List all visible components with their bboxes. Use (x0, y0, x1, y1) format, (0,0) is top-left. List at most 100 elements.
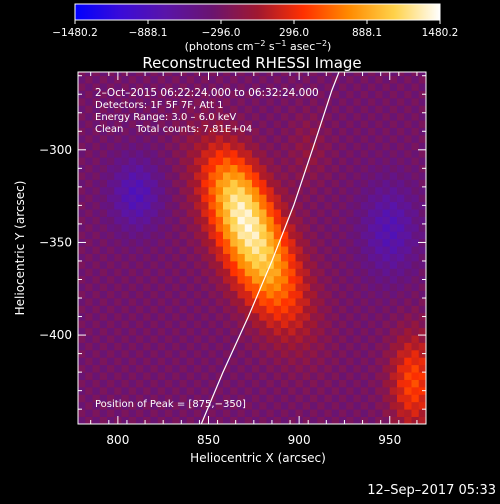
heatmap-cell (353, 335, 362, 343)
heatmap-cell (411, 372, 420, 380)
heatmap-cell (230, 186, 238, 195)
heatmap-cell (382, 164, 391, 173)
heatmap-cell (353, 298, 362, 306)
heatmap-cell (186, 320, 195, 329)
heatmap-cell (157, 364, 166, 373)
heatmap-cell (368, 172, 376, 180)
heatmap-cell (346, 149, 354, 158)
colorbar-tick-label: −296.0 (202, 27, 241, 39)
heatmap-cell (295, 268, 304, 277)
heatmap-cell (136, 127, 144, 136)
heatmap-cell (85, 149, 93, 158)
heatmap-cell (346, 72, 354, 77)
heatmap-cell (237, 246, 246, 254)
heatmap-cell (85, 349, 93, 358)
heatmap-cell (201, 142, 209, 151)
heatmap-cell (179, 164, 188, 173)
heatmap-cell (368, 97, 376, 106)
heatmap-cell (237, 127, 246, 136)
heatmap-cell (121, 320, 130, 329)
heatmap-cell (259, 134, 267, 143)
heatmap-cell (223, 342, 231, 351)
heatmap-cell (107, 320, 115, 329)
heatmap-cell (186, 90, 195, 99)
heatmap-cell (404, 112, 412, 121)
heatmap-cell (194, 268, 202, 277)
heatmap-cell (288, 209, 296, 217)
heatmap-cell (353, 275, 362, 284)
heatmap-cell (208, 283, 217, 292)
heatmap-cell (215, 283, 224, 292)
heatmap-cell (418, 320, 426, 329)
heatmap-cell (92, 216, 101, 225)
heatmap-cell (266, 194, 275, 203)
heatmap-cell (389, 379, 398, 388)
heatmap-cell (266, 349, 275, 358)
heatmap-cell (382, 201, 391, 210)
heatmap-cell (136, 142, 144, 151)
heatmap-cell (295, 172, 304, 180)
heatmap-cell (237, 194, 246, 203)
heatmap-cell (85, 342, 93, 351)
heatmap-cell (295, 312, 304, 321)
heatmap-cell (244, 172, 253, 180)
heatmap-cell (128, 112, 137, 121)
heatmap-cell (179, 172, 188, 180)
heatmap-cell (375, 379, 383, 388)
heatmap-cell (179, 223, 188, 232)
heatmap-cell (237, 357, 246, 366)
heatmap-cell (266, 186, 275, 195)
heatmap-cell (237, 238, 246, 247)
heatmap-cell (411, 75, 420, 84)
heatmap-cell (136, 275, 144, 284)
heatmap-cell (368, 364, 376, 373)
heatmap-cell (223, 401, 231, 410)
heatmap-cell (208, 157, 217, 166)
heatmap-cell (368, 120, 376, 128)
heatmap-cell (165, 253, 173, 262)
heatmap-cell (230, 72, 238, 77)
heatmap-cell (281, 172, 289, 180)
heatmap-cell (360, 112, 369, 121)
heatmap-cell (368, 268, 376, 277)
heatmap-cell (411, 97, 420, 106)
heatmap-cell (273, 186, 282, 195)
heatmap-cell (208, 105, 217, 114)
heatmap-cell (375, 253, 383, 262)
heatmap-cell (288, 416, 296, 424)
heatmap-cell (223, 194, 231, 203)
heatmap-cell (302, 409, 311, 417)
heatmap-cell (208, 209, 217, 217)
heatmap-cell (310, 386, 318, 395)
heatmap-cell (92, 72, 101, 77)
heatmap-cell (375, 394, 383, 403)
heatmap-cell (368, 298, 376, 306)
heatmap-cell (165, 342, 173, 351)
heatmap-cell (389, 134, 398, 143)
heatmap-cell (208, 342, 217, 351)
heatmap-cell (375, 149, 383, 158)
heatmap-cell (99, 194, 108, 203)
heatmap-cell (114, 216, 122, 225)
heatmap-cell (375, 320, 383, 329)
heatmap-cell (339, 201, 347, 210)
heatmap-cell (121, 179, 130, 188)
heatmap-cell (418, 372, 426, 380)
heatmap-cell (136, 194, 144, 203)
heatmap-cell (368, 194, 376, 203)
heatmap-cell (143, 320, 151, 329)
heatmap-cell (208, 134, 217, 143)
heatmap-cell (382, 186, 391, 195)
heatmap-cell (92, 164, 101, 173)
heatmap-cell (223, 112, 231, 121)
heatmap-cell (150, 253, 159, 262)
heatmap-cell (411, 290, 420, 299)
heatmap-cell (411, 260, 420, 269)
heatmap-cell (92, 342, 101, 351)
heatmap-cell (397, 305, 405, 314)
heatmap-cell (215, 72, 224, 77)
heatmap-cell (150, 290, 159, 299)
heatmap-cell (346, 216, 354, 225)
heatmap-cell (78, 120, 86, 128)
heatmap-cell (288, 401, 296, 410)
